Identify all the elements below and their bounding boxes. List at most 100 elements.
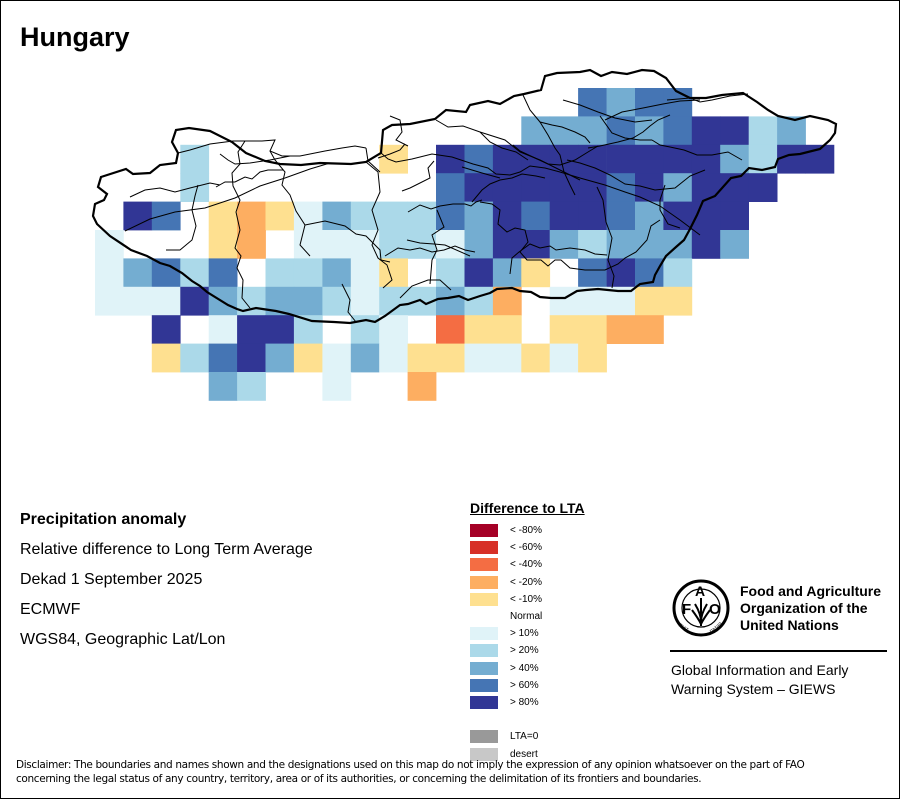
legend-label: > 40%	[510, 662, 539, 674]
anomaly-cell	[549, 116, 579, 146]
anomaly-cell	[123, 201, 153, 231]
legend-item: LTA=0	[470, 728, 585, 745]
legend-swatch	[470, 678, 498, 692]
anomaly-cell	[379, 230, 408, 259]
anomaly-cell	[521, 173, 551, 202]
giews-line: Warning System – GIEWS	[671, 681, 836, 697]
anomaly-cell	[748, 173, 778, 202]
legend-label: > 10%	[510, 628, 539, 640]
anomaly-cell	[691, 116, 721, 146]
anomaly-cell	[237, 372, 266, 401]
anomaly-cell	[180, 286, 210, 316]
fao-name-line: Food and Agriculture	[740, 583, 882, 599]
giews-line: Global Information and Early	[671, 662, 849, 678]
anomaly-cell	[436, 258, 465, 288]
anomaly-cell	[464, 201, 494, 231]
anomaly-cell	[407, 201, 437, 231]
anomaly-cell	[237, 315, 266, 344]
anomaly-cell	[521, 343, 551, 373]
anomaly-cell	[379, 315, 408, 344]
legend-swatch	[470, 661, 498, 675]
anomaly-cell	[208, 372, 238, 401]
anomaly-cell	[151, 343, 181, 373]
anomaly-cell	[691, 144, 721, 174]
info-projection: WGS84, Geographic Lat/Lon	[20, 631, 226, 648]
anomaly-cell	[436, 144, 465, 174]
anomaly-cell	[436, 343, 465, 373]
legend-label: > 80%	[510, 696, 539, 708]
anomaly-cell	[151, 258, 181, 288]
anomaly-cell	[748, 116, 778, 146]
anomaly-cell	[635, 315, 664, 344]
legend-item: < -10%	[470, 591, 585, 608]
anomaly-cell	[265, 315, 295, 344]
anomaly-cell	[492, 343, 522, 373]
anomaly-cell	[492, 258, 522, 288]
legend-item: > 20%	[470, 642, 585, 659]
anomaly-cell	[691, 230, 721, 259]
anomaly-cell	[293, 201, 323, 231]
legend-swatch	[470, 695, 498, 709]
anomaly-cell	[265, 201, 295, 231]
anomaly-cell	[521, 144, 551, 174]
anomaly-grid	[95, 88, 835, 401]
anomaly-cell	[549, 201, 579, 231]
anomaly-cell	[521, 258, 551, 288]
anomaly-cell	[464, 286, 494, 316]
legend-item: Normal	[470, 608, 585, 625]
anomaly-cell	[549, 173, 579, 202]
legend-swatch	[470, 524, 498, 538]
anomaly-cell	[379, 144, 408, 174]
fao-name-line: United Nations	[740, 617, 839, 633]
anomaly-cell	[208, 258, 238, 288]
legend-swatch	[470, 627, 498, 641]
anomaly-cell	[464, 315, 494, 344]
disclaimer-line: Disclaimer: The boundaries and names sho…	[16, 759, 805, 771]
legend-swatch	[470, 730, 498, 744]
anomaly-cell	[492, 201, 522, 231]
anomaly-cell	[322, 372, 352, 401]
anomaly-cell	[578, 343, 607, 373]
anomaly-cell	[464, 258, 494, 288]
anomaly-cell	[293, 258, 323, 288]
anomaly-cell	[578, 286, 607, 316]
svg-text:O: O	[709, 601, 721, 618]
legend-label: LTA=0	[510, 731, 539, 743]
anomaly-cell	[663, 116, 693, 146]
anomaly-cell	[720, 201, 749, 231]
anomaly-cell	[379, 201, 408, 231]
anomaly-cell	[606, 258, 636, 288]
anomaly-cell	[606, 230, 636, 259]
anomaly-cell	[635, 173, 664, 202]
info-source: ECMWF	[20, 601, 81, 618]
anomaly-cell	[208, 343, 238, 373]
anomaly-cell	[407, 230, 437, 259]
anomaly-cell	[492, 315, 522, 344]
legend-label: < -80%	[510, 525, 542, 537]
anomaly-cell	[123, 258, 153, 288]
giews-name: Global Information and Early Warning Sys…	[671, 661, 891, 699]
fao-branding: F A O FIAT PANIS Food and Agriculture Or…	[670, 578, 887, 697]
svg-text:A: A	[695, 583, 705, 599]
anomaly-cell	[293, 343, 323, 373]
divider	[670, 650, 887, 652]
anomaly-cell	[350, 201, 380, 231]
fao-organization-name: Food and Agriculture Organization of the…	[740, 583, 900, 634]
anomaly-cell	[350, 258, 380, 288]
anomaly-cell	[322, 258, 352, 288]
anomaly-cell	[95, 286, 124, 316]
anomaly-cell	[208, 201, 238, 231]
anomaly-cell	[464, 173, 494, 202]
anomaly-cell	[663, 258, 693, 288]
precipitation-anomaly-map	[91, 68, 838, 401]
legend-item: > 80%	[470, 694, 585, 711]
anomaly-cell	[379, 286, 408, 316]
legend-label: > 20%	[510, 645, 539, 657]
anomaly-cell	[492, 173, 522, 202]
anomaly-cell	[635, 201, 664, 231]
anomaly-cell	[436, 201, 465, 231]
legend-label: < -20%	[510, 576, 542, 588]
legend-item: > 40%	[470, 660, 585, 677]
anomaly-cell	[578, 230, 607, 259]
anomaly-cell	[436, 286, 465, 316]
